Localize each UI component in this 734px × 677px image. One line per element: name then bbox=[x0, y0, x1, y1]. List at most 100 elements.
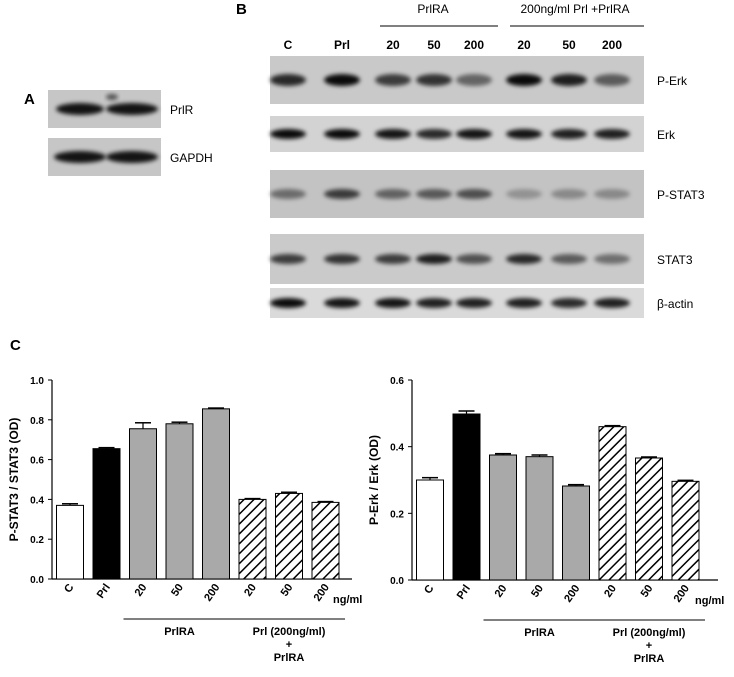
blot-b-label: β-actin bbox=[657, 297, 693, 311]
bar bbox=[598, 426, 627, 581]
category-label: 50 bbox=[279, 582, 296, 599]
chart-perk-erk: 0.0 0.2 0.4 0.6 P-Erk / Erk (OD) C Prl 20 50 200 2… bbox=[367, 376, 724, 665]
group-label-prl-prlra: 200ng/ml Prl +PrlRA bbox=[520, 2, 629, 16]
unit-label: ng/ml bbox=[695, 595, 724, 607]
blot-a-label: PrlR bbox=[170, 103, 194, 117]
group-label-prlra: PrlRA bbox=[417, 2, 448, 16]
lane-label: 20 bbox=[517, 38, 531, 52]
band bbox=[324, 298, 360, 308]
band bbox=[324, 189, 360, 199]
y-tick-label: 0.6 bbox=[390, 376, 404, 387]
band bbox=[506, 254, 542, 264]
band bbox=[375, 189, 411, 199]
band bbox=[375, 254, 411, 264]
group-label: + bbox=[286, 639, 292, 651]
band bbox=[375, 129, 411, 139]
band bbox=[594, 74, 630, 86]
bar bbox=[129, 428, 157, 580]
band bbox=[594, 298, 630, 308]
bar bbox=[416, 479, 444, 581]
category-label: C bbox=[62, 582, 76, 595]
bar bbox=[525, 456, 554, 581]
y-axis-label: P-Erk / Erk (OD) bbox=[367, 435, 381, 525]
blot-b-0 bbox=[270, 56, 644, 104]
band bbox=[106, 94, 118, 100]
bar bbox=[489, 454, 517, 581]
band bbox=[456, 298, 492, 308]
band bbox=[506, 129, 542, 139]
band bbox=[456, 74, 492, 86]
y-tick-label: 0.8 bbox=[30, 416, 44, 427]
bar bbox=[671, 480, 700, 581]
band bbox=[270, 74, 306, 86]
group-label: PrlRA bbox=[274, 652, 305, 664]
band bbox=[375, 74, 411, 86]
panel-a-letter: A bbox=[24, 91, 35, 108]
band bbox=[416, 254, 452, 264]
band bbox=[324, 74, 360, 86]
y-tick-label: 0.4 bbox=[390, 443, 404, 454]
band bbox=[551, 189, 587, 199]
band bbox=[270, 129, 306, 139]
group-label: Prl (200ng/ml) bbox=[253, 626, 326, 638]
band bbox=[456, 254, 492, 264]
band bbox=[594, 254, 630, 264]
unit-label: ng/ml bbox=[333, 594, 362, 606]
blot-b-label: P-Erk bbox=[657, 74, 688, 88]
category-label: 200 bbox=[202, 582, 222, 604]
band bbox=[324, 129, 360, 139]
panel-a-blots: PrlR GAPDH bbox=[48, 90, 213, 176]
category-label: 20 bbox=[493, 583, 510, 600]
band bbox=[416, 189, 452, 199]
y-tick-label: 0.0 bbox=[390, 576, 404, 587]
category-label: Prl bbox=[95, 582, 113, 601]
bar bbox=[238, 498, 267, 580]
band bbox=[506, 298, 542, 308]
band bbox=[375, 298, 411, 308]
band bbox=[106, 103, 158, 115]
lane-label: 200 bbox=[464, 38, 484, 52]
y-tick-label: 0.2 bbox=[30, 535, 44, 546]
band bbox=[506, 74, 542, 86]
band bbox=[270, 189, 306, 199]
category-label: 50 bbox=[529, 583, 546, 600]
band bbox=[324, 254, 360, 264]
lane-label: 20 bbox=[386, 38, 400, 52]
group-label: Prl (200ng/ml) bbox=[613, 627, 686, 639]
y-tick-label: 1.0 bbox=[30, 376, 44, 387]
band bbox=[456, 189, 492, 199]
y-tick-label: 0.0 bbox=[30, 575, 44, 586]
bar bbox=[202, 408, 230, 580]
panel-b-letter: B bbox=[236, 1, 247, 18]
bar bbox=[562, 485, 590, 581]
band bbox=[270, 298, 306, 308]
category-label: 20 bbox=[133, 582, 150, 599]
y-tick-label: 0.6 bbox=[30, 456, 44, 467]
panel-b-blots: P-Erk Erk P-STAT3 STAT3 β-actin bbox=[270, 56, 705, 318]
band bbox=[416, 74, 452, 86]
category-label: 200 bbox=[672, 583, 692, 605]
bar bbox=[452, 413, 481, 581]
band bbox=[416, 129, 452, 139]
y-tick-label: 0.2 bbox=[390, 509, 404, 520]
band bbox=[416, 298, 452, 308]
lane-label: Prl bbox=[334, 38, 350, 52]
panel-b-lane-labels: C Prl 20 50 200 20 50 200 bbox=[284, 38, 623, 52]
band bbox=[506, 189, 542, 199]
blot-a-prlr bbox=[48, 90, 161, 128]
bar bbox=[275, 492, 303, 580]
blot-b-2 bbox=[270, 170, 644, 218]
category-label: 50 bbox=[169, 582, 186, 599]
category-label: Prl bbox=[455, 583, 473, 602]
blot-b-3 bbox=[270, 234, 644, 284]
bar bbox=[635, 457, 663, 581]
band bbox=[551, 298, 587, 308]
chart-pstat3-stat3: 0.0 0.2 0.4 0.6 0.8 1.0 P-STAT3 / STAT3 (OD) C P… bbox=[7, 376, 362, 664]
band bbox=[594, 189, 630, 199]
y-axis-label: P-STAT3 / STAT3 (OD) bbox=[7, 418, 21, 542]
blot-b-4 bbox=[270, 288, 644, 318]
band bbox=[551, 254, 587, 264]
band bbox=[551, 129, 587, 139]
band bbox=[551, 74, 587, 86]
